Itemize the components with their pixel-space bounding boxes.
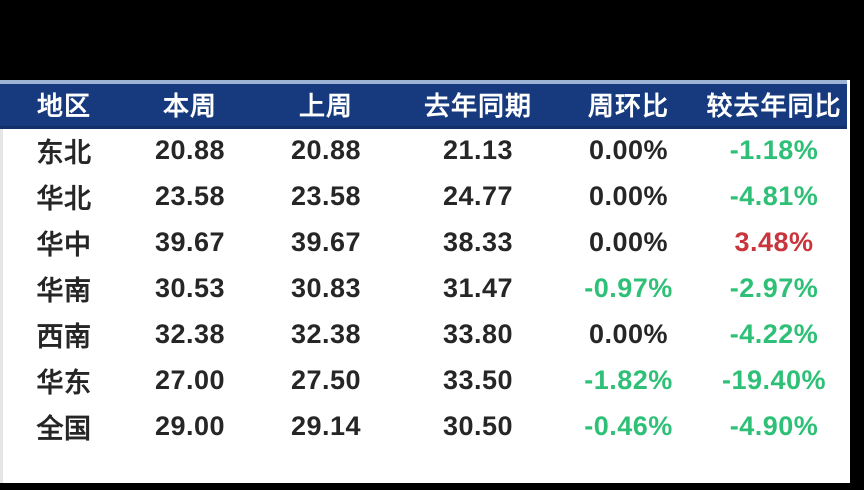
column-header-yoy-change: 较去年同比 — [701, 80, 847, 129]
cell-last-week: 39.67 — [290, 226, 362, 257]
cell-yoy: -1.18% — [729, 135, 819, 166]
cell-this-week: 20.88 — [154, 135, 226, 166]
cell-region: 华北 — [36, 183, 92, 214]
cell-last-week: 20.88 — [290, 135, 362, 166]
column-header-last-year: 去年同期 — [400, 80, 556, 129]
cell-region: 全国 — [36, 413, 92, 444]
cell-wow: 0.00% — [588, 180, 669, 211]
cell-yoy: -4.81% — [729, 180, 819, 211]
table-row: 华东 27.00 27.50 33.50 -1.82% -19.40% — [0, 357, 847, 403]
cell-yoy: -19.40% — [721, 364, 827, 395]
cell-this-week: 29.00 — [154, 410, 226, 441]
table-row: 华中 39.67 39.67 38.33 0.00% 3.48% — [0, 219, 847, 265]
cell-this-week: 27.00 — [154, 364, 226, 395]
cell-last-week: 29.14 — [290, 410, 362, 441]
column-header-region: 地区 — [0, 80, 128, 129]
cell-wow: -0.46% — [584, 410, 673, 441]
cell-wow: 0.00% — [588, 318, 669, 349]
report-table-panel: 地区 本周 上周 去年同期 周环比 较去年同比 东北 20.88 20.88 2… — [0, 80, 850, 483]
cell-wow: 0.00% — [588, 135, 669, 166]
cell-last-year: 33.80 — [442, 318, 514, 349]
column-header-last-week: 上周 — [252, 80, 400, 129]
table-row: 华北 23.58 23.58 24.77 0.00% -4.81% — [0, 173, 847, 219]
table-row: 华南 30.53 30.83 31.47 -0.97% -2.97% — [0, 265, 847, 311]
cell-yoy: 3.48% — [734, 226, 814, 257]
regional-price-table: 地区 本周 上周 去年同期 周环比 较去年同比 东北 20.88 20.88 2… — [0, 80, 847, 449]
cell-wow: -0.97% — [584, 272, 673, 303]
cell-wow: -1.82% — [584, 364, 673, 395]
cell-yoy: -4.22% — [729, 318, 819, 349]
cell-yoy: -4.90% — [729, 410, 819, 441]
cell-last-year: 24.77 — [442, 180, 514, 211]
cell-region: 东北 — [36, 138, 92, 169]
table-header-row: 地区 本周 上周 去年同期 周环比 较去年同比 — [0, 80, 847, 129]
cell-last-year: 38.33 — [442, 226, 514, 257]
cell-last-week: 23.58 — [290, 180, 362, 211]
table-row: 西南 32.38 32.38 33.80 0.00% -4.22% — [0, 311, 847, 357]
cell-this-week: 30.53 — [154, 272, 226, 303]
cell-last-year: 31.47 — [442, 272, 514, 303]
cell-last-week: 27.50 — [290, 364, 362, 395]
cell-this-week: 32.38 — [154, 318, 226, 349]
cell-wow: 0.00% — [588, 226, 669, 257]
cell-last-year: 21.13 — [442, 135, 514, 166]
table-row: 东北 20.88 20.88 21.13 0.00% -1.18% — [0, 127, 847, 173]
cell-region: 西南 — [36, 321, 92, 352]
column-header-wow-change: 周环比 — [556, 80, 701, 129]
cell-this-week: 39.67 — [154, 226, 226, 257]
cell-region: 华中 — [36, 229, 92, 260]
cell-last-week: 30.83 — [290, 272, 362, 303]
cell-yoy: -2.97% — [729, 272, 819, 303]
column-header-this-week: 本周 — [128, 80, 252, 129]
cell-last-year: 30.50 — [442, 410, 514, 441]
table-row: 全国 29.00 29.14 30.50 -0.46% -4.90% — [0, 403, 847, 449]
cell-this-week: 23.58 — [154, 180, 226, 211]
cell-region: 华东 — [36, 367, 92, 398]
cell-last-week: 32.38 — [290, 318, 362, 349]
cell-last-year: 33.50 — [442, 364, 514, 395]
cell-region: 华南 — [36, 275, 92, 306]
